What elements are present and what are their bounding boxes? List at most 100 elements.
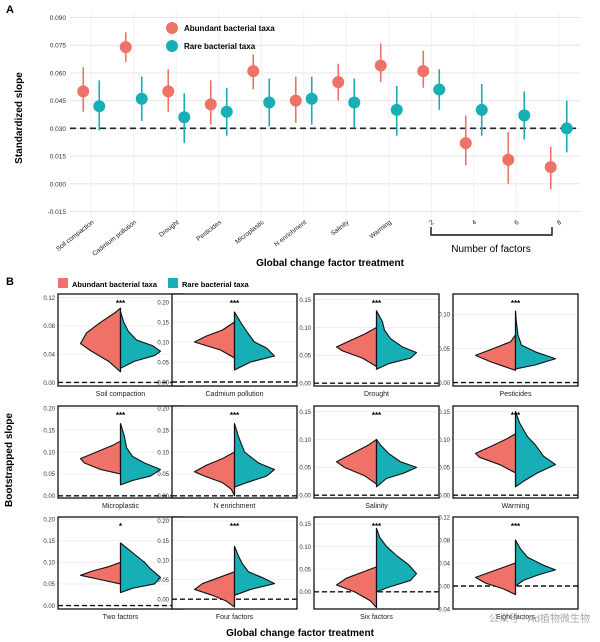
facet-y-tick-label: -0.04 bbox=[436, 607, 450, 613]
panel-a-point bbox=[220, 105, 233, 118]
violin-abundant-half bbox=[193, 571, 236, 608]
facet-significance-label: *** bbox=[511, 299, 521, 308]
panel-a-x-tick-label: Soil compaction bbox=[55, 219, 96, 253]
facet-y-tick-label: 0.05 bbox=[438, 466, 450, 472]
panel-a-point bbox=[162, 85, 175, 98]
facet-y-tick-label: 0.15 bbox=[299, 522, 311, 528]
facet-border bbox=[313, 293, 440, 387]
facet-y-tick-label: 0.05 bbox=[43, 582, 55, 588]
facet-significance-label: *** bbox=[372, 411, 382, 420]
violin-rare-half bbox=[119, 311, 162, 369]
panel-a-marks bbox=[77, 32, 573, 190]
facet-y-tick-label: 0.20 bbox=[157, 406, 169, 412]
legend-abundant-label-b: Abundant bacterial taxa bbox=[72, 280, 158, 289]
panel-a-point bbox=[475, 103, 488, 116]
facet-y-tick-label: 0.08 bbox=[43, 324, 55, 330]
panel-a-x-tick-label: 8 bbox=[556, 219, 563, 227]
facet-y-tick-label: 0.12 bbox=[43, 296, 55, 302]
panel-b-facet: 0.00 0.05 0.10 *** Pesticides bbox=[438, 293, 579, 398]
facet-y-tick-label: 0.05 bbox=[299, 466, 311, 472]
panel-a-y-tick-label: 0.090 bbox=[50, 15, 67, 22]
facet-y-tick-label: 0.10 bbox=[43, 561, 55, 567]
facet-border bbox=[171, 516, 298, 610]
facet-y-tick-label: 0.15 bbox=[438, 410, 450, 416]
facet-label: Two factors bbox=[103, 614, 139, 621]
facet-y-tick-label: 0.20 bbox=[157, 519, 169, 525]
violin-abundant-half bbox=[79, 440, 122, 475]
facet-significance-label: *** bbox=[511, 411, 521, 420]
facet-y-tick-label: 0.15 bbox=[157, 320, 169, 326]
panel-b-legend: Abundant bacterial taxa Rare bacterial t… bbox=[58, 278, 250, 289]
violin-rare-half bbox=[233, 545, 276, 596]
panel-a-point bbox=[332, 76, 345, 89]
facet-y-tick-label: 0.10 bbox=[157, 558, 169, 564]
panel-a-y-tick-label: 0.030 bbox=[50, 126, 67, 133]
panel-a-x-tick-label: Drought bbox=[158, 219, 181, 239]
panel-a-point bbox=[417, 65, 430, 78]
panel-a-y-axis-label: Standardized slope bbox=[14, 72, 25, 164]
facet-y-tick-label: 0.12 bbox=[438, 515, 450, 521]
facet-label: Eight factors bbox=[496, 614, 535, 621]
facet-y-tick-label: 0.15 bbox=[43, 539, 55, 545]
panel-a-point bbox=[305, 92, 318, 105]
panel-a-x-tick-label: 6 bbox=[513, 219, 520, 227]
panel-b: 0.000.040.080.12***Soil compaction0.000.… bbox=[43, 293, 579, 621]
violin-abundant-half bbox=[193, 451, 236, 497]
facet-y-tick-label: 0.10 bbox=[299, 438, 311, 444]
facet-y-tick-label: 0.00 bbox=[43, 604, 55, 610]
panel-a-x-tick-label: Cadmium pollution bbox=[91, 219, 138, 258]
panel-a-y-tick-label: 0.060 bbox=[50, 70, 67, 77]
facet-significance-label: * bbox=[119, 522, 123, 531]
violin-abundant-half bbox=[335, 566, 378, 609]
violin-rare-half bbox=[514, 411, 557, 488]
facet-label: Six factors bbox=[360, 614, 393, 621]
facet-label: N enrichment bbox=[214, 503, 256, 510]
panel-a-y-tick-label: 0.075 bbox=[50, 43, 67, 50]
panel-b-tag: B bbox=[6, 276, 14, 288]
facet-y-tick-label: 0.00 bbox=[157, 494, 169, 500]
facet-y-tick-label: 0.05 bbox=[157, 472, 169, 478]
facet-significance-label: *** bbox=[511, 522, 521, 531]
violin-rare-half bbox=[375, 438, 418, 488]
facet-y-tick-label: 0.20 bbox=[43, 406, 55, 412]
facet-label: Four factors bbox=[216, 614, 254, 621]
violin-abundant-half bbox=[474, 562, 517, 596]
facet-y-tick-label: 0.00 bbox=[299, 590, 311, 596]
facet-y-tick-label: 0.10 bbox=[43, 450, 55, 456]
panel-a-point bbox=[560, 122, 573, 135]
facet-y-tick-label: 0.00 bbox=[299, 494, 311, 500]
panel-a-x-tick-label: N enrichment bbox=[273, 219, 308, 248]
violin-rare-half bbox=[233, 311, 276, 371]
violin-rare-half bbox=[233, 422, 276, 488]
panel-a-point bbox=[77, 85, 90, 98]
facet-y-tick-label: 0.10 bbox=[438, 438, 450, 444]
panel-b-facet: 0.00 0.05 0.10 0.15 0.20 * Two factors bbox=[43, 516, 184, 621]
facet-label: Pesticides bbox=[500, 391, 532, 398]
facet-label: Soil compaction bbox=[96, 391, 146, 398]
facet-y-tick-label: 0.00 bbox=[43, 381, 55, 387]
panel-a-point bbox=[263, 96, 276, 109]
facet-border bbox=[313, 405, 440, 499]
panel-a-x-tick-label: Salinity bbox=[330, 219, 351, 238]
panel-a-y-tick-label: 0.015 bbox=[50, 154, 67, 161]
panel-b-facet: 0.00 0.05 0.10 0.15 0.20 *** N enrichment bbox=[157, 405, 298, 510]
facet-significance-label: *** bbox=[372, 299, 382, 308]
facet-border bbox=[452, 293, 579, 387]
panel-a-point bbox=[247, 65, 260, 78]
panel-a-point bbox=[204, 98, 217, 111]
panel-a-legend: Abundant bacterial taxa Rare bacterial t… bbox=[166, 22, 275, 52]
legend-abundant-label: Abundant bacterial taxa bbox=[184, 24, 275, 33]
violin-rare-half bbox=[514, 539, 557, 587]
facet-y-tick-label: 0.10 bbox=[157, 340, 169, 346]
facet-y-tick-label: 0.10 bbox=[157, 450, 169, 456]
facet-y-tick-label: 0.20 bbox=[43, 517, 55, 523]
facet-y-tick-label: 0.15 bbox=[299, 298, 311, 304]
facet-significance-label: *** bbox=[116, 299, 126, 308]
panel-a-point bbox=[93, 100, 106, 113]
legend-rare-marker bbox=[166, 40, 178, 52]
facet-label: Cadmium pollution bbox=[206, 391, 264, 398]
panel-a-point bbox=[178, 111, 191, 124]
panel-a-x-tick-label: 2 bbox=[428, 219, 435, 227]
panel-b-facet: 0.00 0.05 0.10 0.15 0.20 *** Four factors bbox=[157, 516, 298, 621]
